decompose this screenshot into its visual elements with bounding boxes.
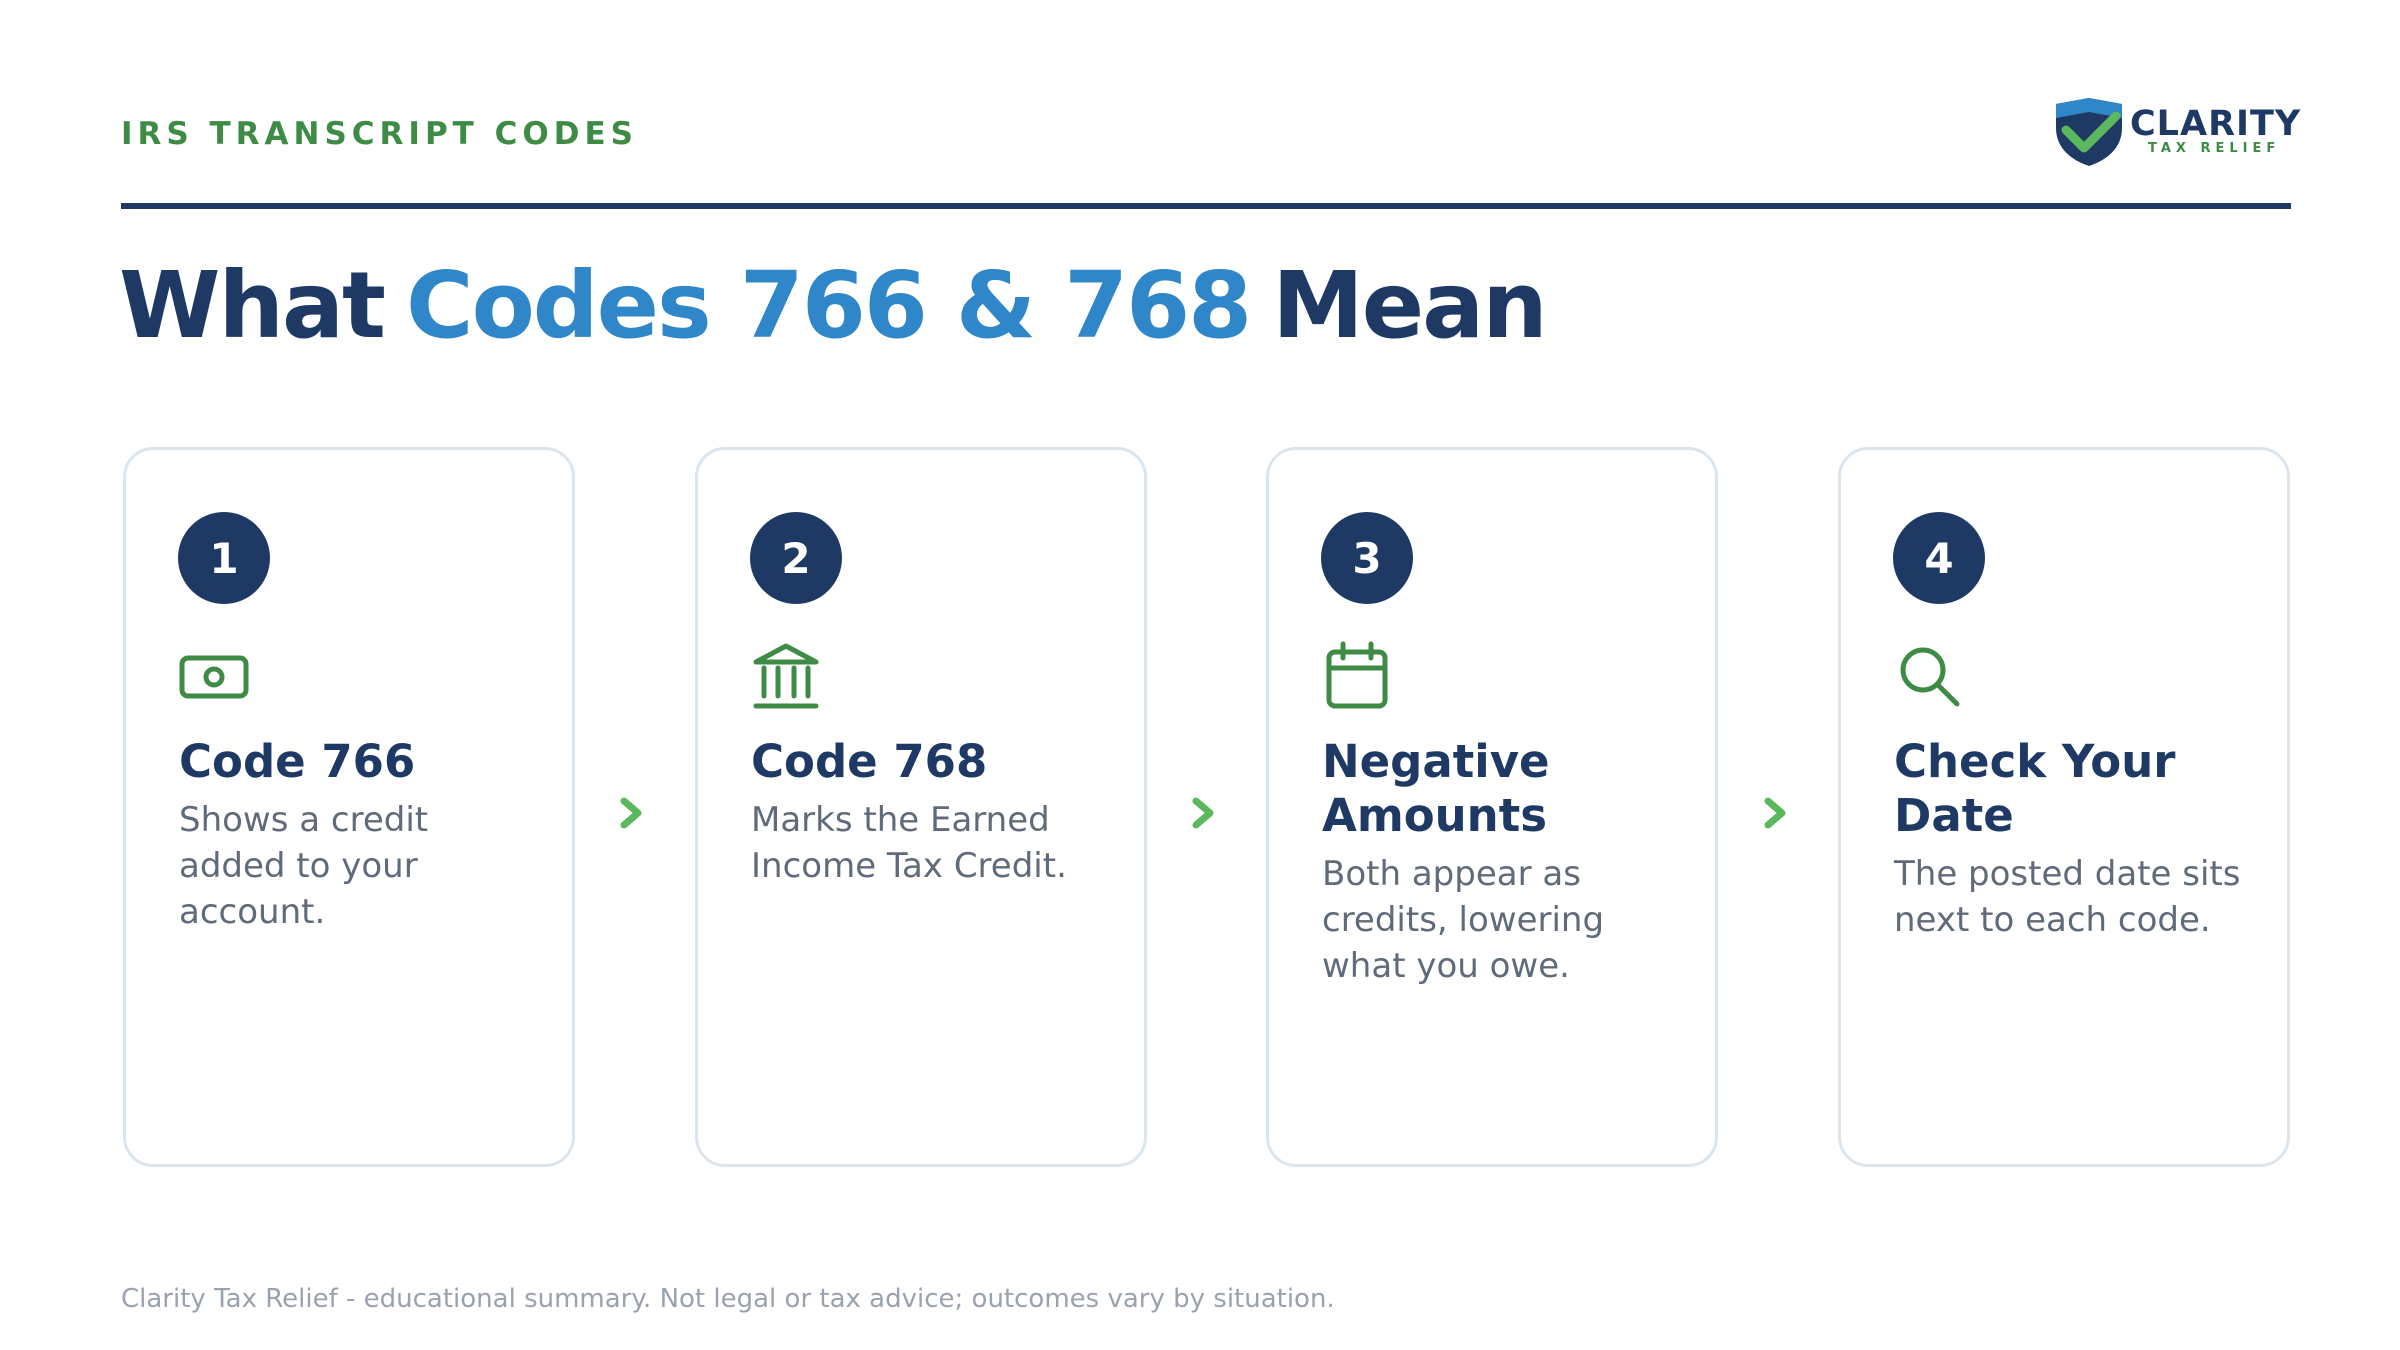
body-line: Marks the Earned: [751, 800, 1050, 840]
step-icon: [1900, 647, 1960, 707]
heading-line: Amounts: [1322, 789, 1547, 842]
heading-line: Check Your: [1894, 735, 2176, 788]
body-line: Both appear as: [1322, 854, 1581, 894]
footer-note: Clarity Tax Relief - educational summary…: [121, 1284, 1335, 1314]
step-icon: [1326, 641, 1388, 709]
step-body: Shows a credit added to your account.: [179, 797, 428, 935]
step-heading: Check Your Date: [1894, 735, 2175, 843]
heading-line: Code 768: [751, 735, 988, 788]
step-card: 4 Check Your Date The posted date sits next …: [1838, 447, 2290, 1167]
body-line: Income Tax Credit.: [751, 846, 1067, 886]
body-line: account.: [179, 892, 326, 932]
step-arrow: [1764, 797, 1786, 829]
title-text: What: [119, 252, 386, 359]
step-icon: [179, 655, 249, 699]
header-rule: [121, 203, 2291, 209]
step-body: The posted date sits next to each code.: [1894, 851, 2240, 943]
step-arrow: [620, 797, 642, 829]
step-number: 3: [1321, 512, 1413, 604]
body-line: what you owe.: [1322, 946, 1570, 986]
heading-line: Negative: [1322, 735, 1550, 788]
step-number: 4: [1893, 512, 1985, 604]
step-heading: Code 766: [179, 735, 415, 789]
section-label: IRS TRANSCRIPT CODES: [121, 116, 638, 152]
logo-shield: [2056, 98, 2122, 166]
logo-tagline: TAX RELIEF: [2148, 141, 2281, 156]
step-card: 3 Negative Amounts Both appear as credits, l…: [1266, 447, 1718, 1167]
step-card: 1 Code 766 Shows a credit added to your acco…: [123, 447, 575, 1167]
step-number: 1: [178, 512, 270, 604]
heading-line: Date: [1894, 789, 2014, 842]
step-arrow: [1192, 797, 1214, 829]
step-heading: Negative Amounts: [1322, 735, 1550, 843]
step-number: 2: [750, 512, 842, 604]
page-title: What Codes 766 & 768 Mean: [119, 252, 1548, 359]
step-body: Both appear as credits, lowering what you …: [1322, 851, 1604, 989]
body-line: The posted date sits: [1894, 854, 2241, 894]
step-card: 2 Code 768 Marks the Earned Income Tax Cred…: [695, 447, 1147, 1167]
title-highlight: Codes 766 & 768: [406, 252, 1252, 359]
body-line: next to each code.: [1894, 900, 2211, 940]
body-line: Shows a credit: [179, 800, 429, 840]
title-text: Mean: [1272, 252, 1548, 359]
step-icon: [753, 643, 819, 709]
step-body: Marks the Earned Income Tax Credit.: [751, 797, 1067, 889]
logo-name: CLARITY: [2130, 104, 2302, 144]
step-heading: Code 768: [751, 735, 987, 789]
heading-line: Code 766: [179, 735, 416, 788]
body-line: added to your: [179, 846, 418, 886]
body-line: credits, lowering: [1322, 900, 1605, 940]
